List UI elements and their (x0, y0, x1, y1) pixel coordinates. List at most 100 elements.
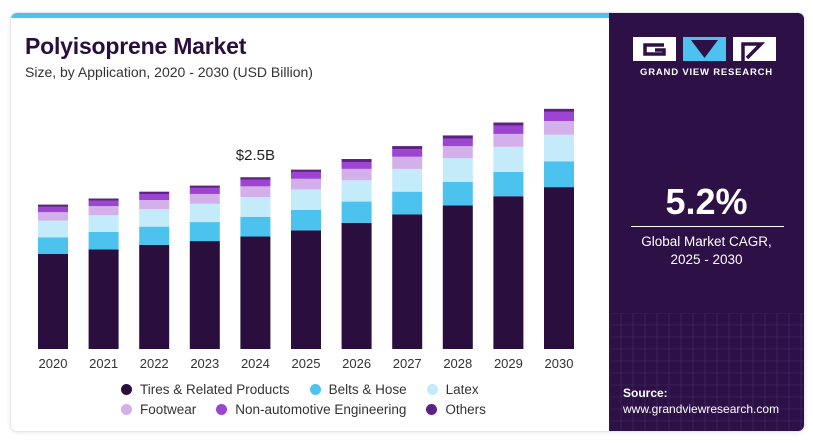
bar-segment (88, 231, 119, 250)
bar-segment (139, 191, 170, 194)
cagr-label-line: 2025 - 2030 (670, 252, 743, 267)
bar-segment (88, 200, 119, 207)
legend-label: Non-automotive Engineering (235, 401, 407, 417)
bar-segment (88, 198, 119, 201)
bar-segment (341, 201, 372, 223)
bar-segment (493, 122, 524, 126)
bar-segment (38, 212, 68, 221)
infographic-card: Polyisoprene Market Size, by Application… (11, 13, 804, 431)
legend-label: Tires & Related Products (140, 381, 290, 397)
bar-segment (341, 222, 372, 349)
x-tick-label: 2024 (241, 356, 270, 371)
source-link[interactable]: www.grandviewresearch.com (623, 402, 780, 416)
bar-segment (291, 209, 321, 231)
bar-segment (139, 226, 170, 245)
bar-segment (392, 191, 423, 215)
bar-segment (442, 146, 473, 159)
bar-segment (240, 197, 271, 217)
bar-segment (544, 134, 574, 162)
bar-segment (139, 209, 170, 227)
x-tick-label: 2025 (292, 356, 321, 371)
bar-segment (442, 205, 473, 349)
legend-label: Footwear (140, 401, 197, 417)
bar-segment (291, 230, 321, 349)
source-label: Source: (623, 386, 668, 400)
chart-title: Polyisoprene Market (25, 33, 247, 59)
bar-segment (341, 162, 372, 169)
bar-segment (38, 206, 68, 213)
bar-segment (38, 254, 68, 349)
legend-row: Tires & Related Products Belts & Hose Late… (121, 379, 571, 399)
legend-label: Others (445, 401, 486, 417)
bar-segment (392, 156, 423, 169)
legend-swatch (216, 403, 228, 415)
bar-segment (392, 146, 423, 150)
legend-swatch (121, 403, 132, 415)
x-tick-label: 2026 (342, 356, 371, 371)
bar-segment (240, 177, 271, 180)
accent-bar (11, 13, 609, 18)
bar-segment (341, 168, 372, 181)
bar-segment (291, 189, 321, 210)
brand-name: GRAND VIEW RESEARCH (640, 67, 773, 78)
bar-segment (240, 236, 271, 349)
legend-swatch (426, 383, 438, 395)
bar-segment (392, 149, 423, 157)
legend-label: Belts & Hose (328, 381, 407, 397)
legend-swatch (121, 383, 132, 395)
bar-segment (442, 158, 473, 182)
bar-segment (341, 159, 372, 163)
bar-segment (392, 168, 423, 192)
stacked-bar-chart: 2020 2021 2022 2023 2024 $2.5B 2025 2026 2027 202… (38, 108, 574, 371)
bar-segment (291, 169, 321, 172)
legend-swatch (309, 383, 321, 395)
bar-segment (544, 121, 574, 135)
bar-segment (189, 185, 220, 188)
bar-segment (341, 180, 372, 202)
x-tick-label: 2027 (393, 356, 422, 371)
legend-item: Belts & Hose (309, 381, 407, 397)
bar-segment (88, 206, 119, 216)
bar-segment (392, 214, 423, 349)
bar-segment (139, 200, 170, 210)
brand-logo-icon (633, 37, 776, 61)
chart-subtitle: Size, by Application, 2020 - 2030 (USD B… (25, 64, 313, 80)
legend-item: Latex (426, 381, 479, 397)
bar-segment (493, 146, 524, 172)
bar-segment (544, 111, 574, 121)
bar-segment (88, 215, 119, 232)
x-tick-label: 2030 (545, 356, 574, 371)
bar-segment (240, 186, 271, 197)
bar-segment (291, 178, 321, 190)
decorative-pattern (609, 313, 804, 431)
chart-legend: Tires & Related Products Belts & Hose Late… (121, 379, 571, 419)
bar-segment (38, 220, 68, 238)
bar-segment (442, 135, 473, 139)
bar-segment (38, 237, 68, 254)
bar-segment (493, 133, 524, 147)
x-tick-label: 2021 (89, 356, 118, 371)
bar-segment (240, 216, 271, 237)
x-tick-label: 2023 (190, 356, 219, 371)
bar-segment (189, 203, 220, 223)
legend-item: Tires & Related Products (121, 382, 290, 397)
legend-label: Latex (445, 381, 479, 397)
bar-segment (88, 249, 119, 349)
bar-segment (493, 125, 524, 134)
bar-segment (442, 181, 473, 206)
cagr-divider (631, 226, 784, 227)
x-tick-label: 2020 (39, 356, 68, 371)
bar-segment (240, 179, 271, 187)
x-tick-label: 2022 (140, 356, 169, 371)
bar-segment (493, 196, 524, 349)
bar-segment (189, 222, 220, 242)
legend-item: Non-automotive Engineering (216, 402, 406, 417)
x-tick-label: 2028 (443, 356, 472, 371)
legend-swatch (426, 403, 438, 415)
bar-segment (189, 193, 220, 204)
bar-segment (442, 138, 473, 147)
bar-segment (139, 193, 170, 201)
legend-item: Others (426, 402, 486, 417)
bar-segment (544, 187, 574, 349)
x-tick-label: 2029 (494, 356, 523, 371)
